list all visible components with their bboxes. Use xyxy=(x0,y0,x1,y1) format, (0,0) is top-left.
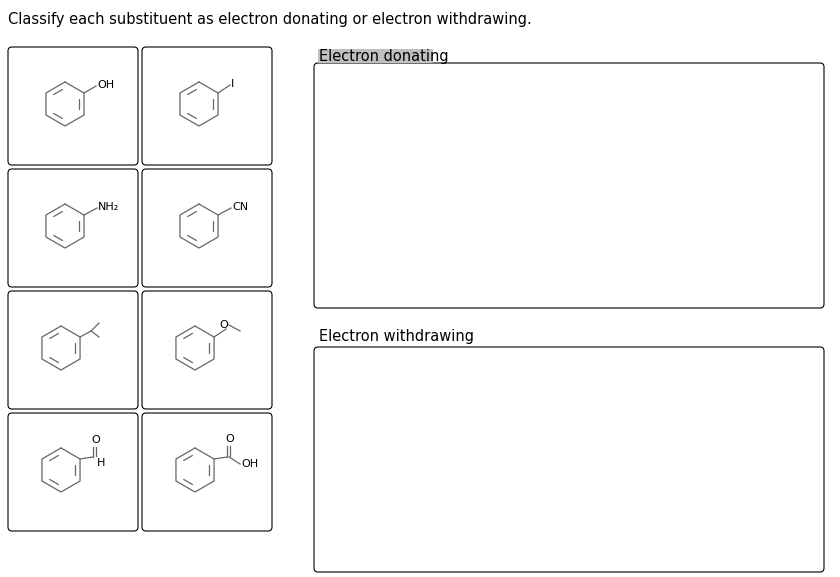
Text: O: O xyxy=(220,320,228,330)
Text: Classify each substituent as electron donating or electron withdrawing.: Classify each substituent as electron do… xyxy=(8,12,532,27)
FancyBboxPatch shape xyxy=(142,47,272,165)
Text: H: H xyxy=(97,458,106,468)
Bar xyxy=(318,49,433,63)
FancyBboxPatch shape xyxy=(142,291,272,409)
Text: OH: OH xyxy=(97,80,114,90)
FancyBboxPatch shape xyxy=(142,169,272,287)
FancyBboxPatch shape xyxy=(8,169,138,287)
Text: Electron withdrawing: Electron withdrawing xyxy=(319,329,474,344)
Text: O: O xyxy=(225,434,234,444)
FancyBboxPatch shape xyxy=(142,413,272,531)
FancyBboxPatch shape xyxy=(8,47,138,165)
Text: O: O xyxy=(91,435,100,445)
Text: I: I xyxy=(231,79,234,89)
Text: OH: OH xyxy=(241,459,258,469)
FancyBboxPatch shape xyxy=(8,291,138,409)
Text: CN: CN xyxy=(232,202,248,212)
FancyBboxPatch shape xyxy=(314,63,824,308)
Text: NH₂: NH₂ xyxy=(98,202,119,212)
FancyBboxPatch shape xyxy=(314,347,824,572)
FancyBboxPatch shape xyxy=(8,413,138,531)
Text: Electron donating: Electron donating xyxy=(319,48,449,63)
